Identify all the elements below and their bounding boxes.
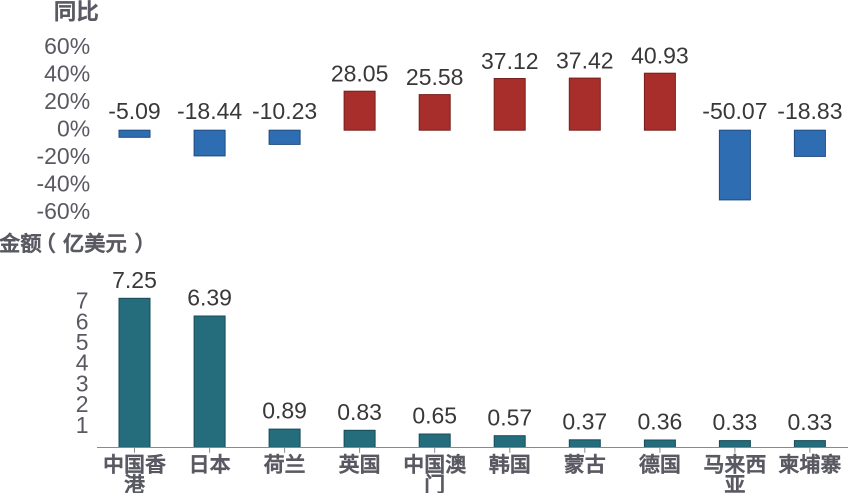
svg-text:-18.83: -18.83 [777,98,842,124]
svg-text:-60%: -60% [36,198,90,224]
svg-text:7.25: 7.25 [112,267,157,293]
svg-text:-40%: -40% [36,171,90,197]
svg-text:0.83: 0.83 [337,399,382,425]
svg-text:3: 3 [76,370,89,396]
svg-text:5: 5 [76,329,89,355]
svg-text:1: 1 [76,412,89,438]
svg-text:0.33: 0.33 [788,409,833,435]
svg-text:6: 6 [76,308,89,334]
svg-text:4: 4 [76,350,89,376]
svg-text:2: 2 [76,391,89,417]
svg-text:0.89: 0.89 [262,398,307,424]
svg-text:0%: 0% [57,115,90,141]
svg-text:37.12: 37.12 [481,48,539,74]
svg-text:40.93: 40.93 [631,43,689,69]
svg-text:0.57: 0.57 [487,404,532,430]
svg-text:60%: 60% [44,33,90,59]
svg-text:-50.07: -50.07 [702,98,767,124]
svg-text:7: 7 [76,288,89,314]
svg-text:0.33: 0.33 [713,409,758,435]
svg-text:0.37: 0.37 [562,408,607,434]
svg-text:37.42: 37.42 [556,48,614,74]
svg-text:-18.44: -18.44 [177,98,242,124]
svg-text:0.65: 0.65 [412,403,457,429]
svg-text:-10.23: -10.23 [252,98,317,124]
svg-text:6.39: 6.39 [187,285,232,311]
svg-text:28.05: 28.05 [331,61,389,87]
svg-text:0.36: 0.36 [638,409,683,435]
svg-text:-20%: -20% [36,143,90,169]
svg-text:25.58: 25.58 [406,64,464,90]
svg-text:40%: 40% [44,60,90,86]
svg-text:20%: 20% [44,88,90,114]
svg-text:-5.09: -5.09 [108,98,160,124]
